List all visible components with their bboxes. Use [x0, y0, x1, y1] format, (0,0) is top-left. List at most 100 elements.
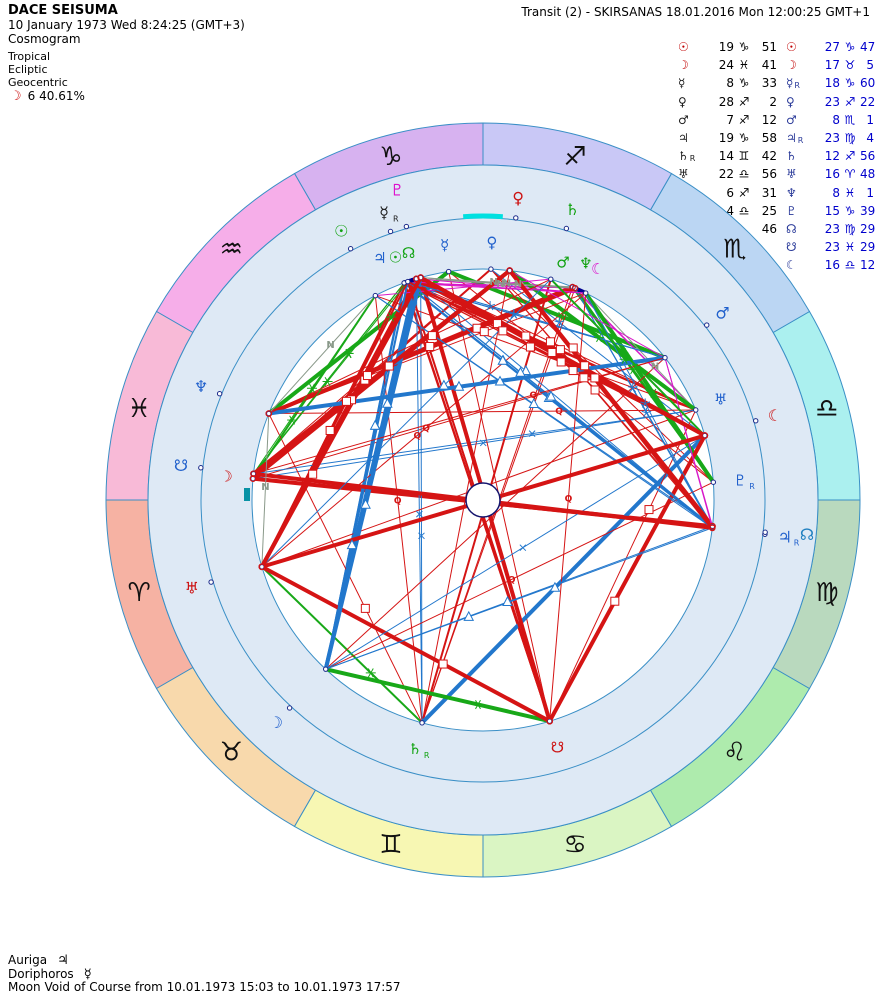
minutes: 22 — [860, 94, 876, 109]
aspect-line — [420, 277, 576, 289]
aspect-line — [406, 281, 551, 722]
aspect-line — [403, 282, 551, 722]
square-aspect-icon — [308, 469, 318, 479]
zodiac-glyph-taurus: ♉ — [220, 738, 243, 768]
aspect-line — [490, 268, 713, 527]
natal-north-node-glyph: ☊ — [402, 244, 415, 262]
red-endpoint-dot — [506, 267, 513, 274]
aspect-line — [572, 286, 697, 411]
aspect-line — [252, 295, 377, 480]
aspect-line — [260, 282, 406, 568]
degrees: 6 — [726, 185, 734, 200]
minutes: 60 — [860, 76, 876, 91]
sesquiquadrate-aspect-icon: Q — [422, 424, 430, 434]
aspect-line — [261, 409, 696, 568]
natal-sun-glyph: ☉ — [389, 249, 402, 267]
zodiac-segment-taurus — [155, 666, 317, 828]
minutes: 41 — [761, 58, 777, 73]
quintile-aspect-icon — [513, 312, 519, 315]
aspect-line — [574, 287, 713, 529]
moon-percent: 6 40.61% — [27, 89, 85, 103]
aspect-endpoint-dot — [546, 718, 553, 724]
novile-aspect-icon: N — [326, 340, 334, 351]
planet-row: ♄ 12 ♐ 56 — [786, 147, 875, 165]
sextile-aspect-icon — [558, 311, 565, 321]
zodiac-segment-pisces — [105, 310, 194, 501]
sextile-aspect-icon — [558, 311, 565, 321]
aspect-line — [407, 281, 713, 527]
zodiac-segment-cancer — [482, 789, 673, 878]
aspect-line — [253, 409, 696, 475]
aspect-line — [325, 527, 713, 670]
aspect-line — [324, 281, 409, 670]
sign-glyph: ♍ — [844, 131, 856, 146]
quintile-aspect-icon — [489, 303, 496, 307]
degrees: 8 — [832, 185, 840, 200]
aspect-endpoint-dot — [662, 355, 668, 361]
aspect-line — [407, 281, 713, 529]
red-endpoint-dot — [709, 524, 716, 532]
square-aspect-icon — [610, 596, 620, 606]
aspect-endpoint-dot — [259, 564, 265, 570]
sextile-aspect-icon — [620, 348, 627, 358]
degrees: 19 — [718, 131, 734, 146]
transit-degree-dot — [403, 223, 410, 230]
aspect-line — [404, 282, 713, 527]
aspect-line — [403, 276, 417, 285]
red-endpoint-dot — [546, 717, 553, 725]
quintile-aspect-icon — [486, 305, 491, 311]
degrees: 19 — [718, 40, 734, 55]
square-aspect-icon — [568, 343, 578, 353]
planet-row: ☋ 23 ♓ 29 — [786, 238, 876, 256]
quincunx-aspect-icon — [519, 544, 527, 552]
transit-lilith-glyph: ☾ — [768, 406, 782, 425]
zodiac-glyph-sagittarius: ♐ — [563, 142, 586, 172]
aspect-line — [407, 280, 706, 437]
sextile-aspect-icon — [388, 312, 395, 322]
degrees: 18 — [824, 76, 840, 91]
square-aspect-icon — [579, 373, 589, 383]
sextile-aspect-icon — [596, 332, 602, 343]
jupiter-icon: ♃ — [57, 953, 69, 968]
aspect-line — [375, 278, 551, 297]
trine-aspect-icon — [543, 391, 555, 402]
transit-degree-dot — [208, 579, 214, 585]
aspect-line — [448, 271, 714, 483]
minutes: 39 — [860, 203, 876, 218]
minutes: 29 — [860, 240, 876, 255]
transit-north-node-glyph: ☊ — [800, 525, 814, 544]
sextile-aspect-icon — [324, 376, 331, 387]
red-endpoint-dot — [265, 410, 273, 417]
transit-degree-dot — [753, 418, 759, 424]
aspect-line — [403, 282, 713, 527]
minutes: 51 — [761, 40, 777, 55]
aspect-line — [261, 413, 270, 567]
aspect-endpoint-dot — [417, 274, 424, 281]
red-endpoint-dot — [701, 432, 709, 439]
transit-title: Transit (2) - SKIRSANAS 18.01.2016 Mon 1… — [521, 5, 870, 19]
transit-degree-dot — [198, 465, 204, 471]
minutes: 1 — [866, 185, 874, 200]
aspect-line — [253, 357, 666, 475]
square-aspect-icon — [425, 342, 435, 352]
system-setting: Ecliptic — [8, 63, 48, 76]
aspect-line — [420, 434, 707, 725]
sextile-aspect-icon — [345, 348, 352, 358]
square-aspect-icon — [521, 331, 531, 341]
quintile-aspect-icon — [558, 322, 563, 327]
aspect-line — [421, 287, 576, 723]
square-aspect-icon — [384, 361, 394, 371]
natal-uranus-glyph: ♅ — [714, 391, 727, 409]
planet-row: ☽ 24 ♓ 41 — [678, 56, 777, 74]
planet-row: ♃ R 23 ♍ 4 — [786, 129, 874, 147]
natal-saturn-glyph: ♄ — [408, 740, 421, 758]
novile-aspect-icon: N — [496, 279, 504, 290]
sign-glyph: ♐ — [844, 94, 856, 109]
transit-uranus-glyph: ♅ — [185, 578, 199, 597]
quintile-aspect-icon — [646, 412, 650, 418]
trine-aspect-icon — [543, 391, 555, 403]
planet-glyph: ☾ — [786, 258, 797, 273]
transit-neptune-glyph: ♆ — [194, 377, 208, 396]
trine-aspect-icon — [515, 366, 526, 377]
asteroid-line-2: Doriphoros ☿ — [8, 966, 92, 982]
